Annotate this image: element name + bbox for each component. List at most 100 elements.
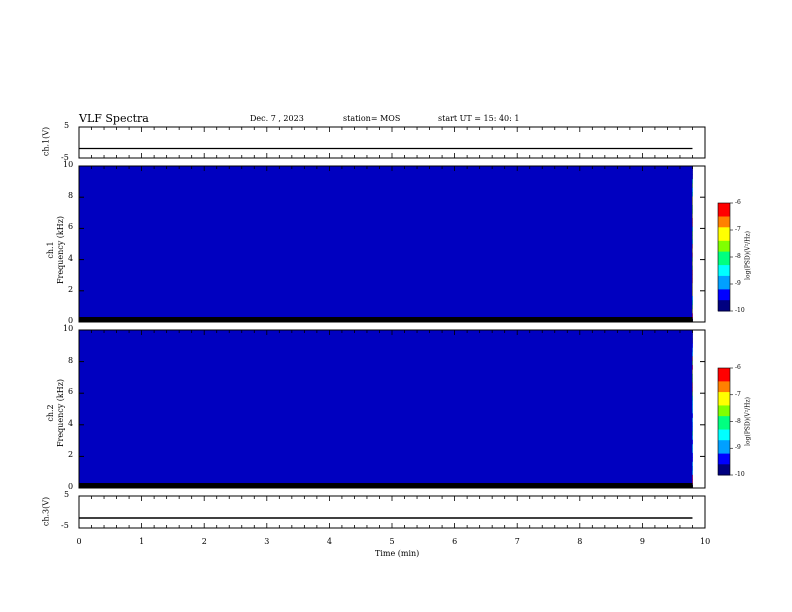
colorbar-cell xyxy=(718,203,730,207)
colorbar-cell xyxy=(718,248,730,253)
colorbar-cell xyxy=(718,240,730,244)
ch1-ytick-max: 5 xyxy=(64,121,70,130)
station-label: station= MOS xyxy=(343,114,401,123)
colorbar-cell xyxy=(718,368,730,372)
x-tick-label: 10 xyxy=(700,537,711,546)
x-tick-label: 2 xyxy=(201,537,207,546)
ch2-spectrogram-ylabel: ch.2 Frequency (kHz) xyxy=(46,373,66,453)
ch2-frequency-label: Frequency (kHz) xyxy=(56,378,65,448)
colorbar-cell xyxy=(718,262,730,266)
colorbar-cell xyxy=(718,413,730,417)
colorbar-cell xyxy=(718,230,730,234)
colorbar-cell xyxy=(718,221,730,226)
ch3-voltage-ylabel: ch.3(V) xyxy=(41,496,51,527)
colorbar-tick-label: -9 xyxy=(735,444,741,452)
x-tick-label: 9 xyxy=(639,537,645,546)
colorbar-cell xyxy=(718,461,730,465)
colorbar-cell xyxy=(718,208,730,212)
colorbar-cell xyxy=(718,400,730,404)
colorbar-cell xyxy=(718,257,730,261)
colorbar-cell xyxy=(718,432,730,436)
y-tick-label: 10 xyxy=(63,160,74,169)
colorbar-cell xyxy=(718,405,730,409)
colorbar-cell xyxy=(718,456,730,460)
colorbar-cell xyxy=(718,416,730,420)
colorbar-cell xyxy=(718,305,730,309)
colorbar-cell xyxy=(718,397,730,401)
low-frequency-band xyxy=(79,483,693,488)
colorbar-cell xyxy=(718,453,730,457)
colorbar-cell xyxy=(718,213,730,217)
ch3-ytick-min: -5 xyxy=(61,521,69,530)
colorbar-cell xyxy=(718,440,730,444)
colorbar-cell xyxy=(718,381,730,385)
y-tick-label: 0 xyxy=(68,316,74,325)
x-tick-label: 4 xyxy=(326,537,332,546)
y-tick-label: 0 xyxy=(68,482,74,491)
colorbar-cell xyxy=(718,302,730,307)
x-tick-label: 7 xyxy=(514,537,520,546)
colorbar-cell xyxy=(718,294,730,298)
colorbar-cell xyxy=(718,437,730,441)
y-tick-label: 6 xyxy=(68,387,74,397)
colorbar-cell xyxy=(718,386,730,390)
x-tick-label: 0 xyxy=(76,537,82,546)
colorbar-cell xyxy=(718,251,730,255)
ch1-colorbar-label: log(PSD)(V²/Hz) xyxy=(744,231,752,280)
x-axis-label: Time (min) xyxy=(375,549,420,558)
x-tick-label: 6 xyxy=(452,537,458,546)
colorbar-cell xyxy=(718,286,730,290)
x-tick-label: 1 xyxy=(139,537,145,546)
x-tick-label: 3 xyxy=(264,537,270,546)
colorbar-cell xyxy=(718,292,730,296)
spectrogram-background xyxy=(79,166,693,322)
colorbar-cell xyxy=(718,227,730,231)
colorbar-cell xyxy=(718,265,730,269)
colorbar-cell xyxy=(718,418,730,422)
start-time-label: start UT = 15: 40: 1 xyxy=(438,114,520,123)
colorbar-cell xyxy=(718,378,730,382)
colorbar-tick-label: -10 xyxy=(735,307,745,314)
colorbar-cell xyxy=(718,278,730,282)
colorbar-cell xyxy=(718,254,730,258)
ch2-colorbar-label: log(PSD)(V²/Hz) xyxy=(744,397,752,446)
ch1-frequency-label: Frequency (kHz) xyxy=(56,215,65,285)
colorbar-cell xyxy=(718,243,730,247)
colorbar-cell xyxy=(718,275,730,280)
colorbar-cell xyxy=(718,466,730,471)
colorbar-cell xyxy=(718,469,730,473)
colorbar-cell xyxy=(718,445,730,449)
ch2-label: ch.2 xyxy=(46,404,55,422)
colorbar-tick-label: -8 xyxy=(735,417,741,425)
colorbar-cell xyxy=(718,300,730,304)
colorbar-cell xyxy=(718,434,730,439)
ch1-spectrogram-ylabel: ch.1 Frequency (kHz) xyxy=(46,210,66,290)
colorbar-cell xyxy=(718,429,730,433)
colorbar-cell xyxy=(718,376,730,380)
colorbar-cell xyxy=(718,448,730,452)
colorbar-tick-label: -10 xyxy=(735,471,745,478)
colorbar-cell xyxy=(718,464,730,468)
x-tick-label: 5 xyxy=(389,537,395,546)
y-tick-label: 8 xyxy=(68,355,74,365)
colorbar-cell xyxy=(718,402,730,406)
colorbar-cell xyxy=(718,216,730,220)
ch1-ytick-min: -5 xyxy=(61,153,69,162)
colorbar-tick-label: -6 xyxy=(735,199,741,206)
colorbar-tick-label: -6 xyxy=(735,364,741,371)
colorbar-cell xyxy=(718,370,730,374)
y-tick-label: 2 xyxy=(68,450,74,460)
colorbar-cell xyxy=(718,281,730,285)
colorbar-cell xyxy=(718,232,730,236)
x-tick-label: 8 xyxy=(577,537,583,546)
colorbar-tick-label: -7 xyxy=(735,390,741,398)
y-tick-label: 6 xyxy=(68,222,74,232)
colorbar-cell xyxy=(718,284,730,288)
colorbar-cell xyxy=(718,450,730,455)
colorbar-cell xyxy=(718,211,730,215)
y-tick-label: 8 xyxy=(68,191,74,201)
colorbar-cell xyxy=(718,384,730,388)
colorbar-cell xyxy=(718,238,730,242)
colorbar-cell xyxy=(718,392,730,396)
colorbar-cell xyxy=(718,219,730,223)
